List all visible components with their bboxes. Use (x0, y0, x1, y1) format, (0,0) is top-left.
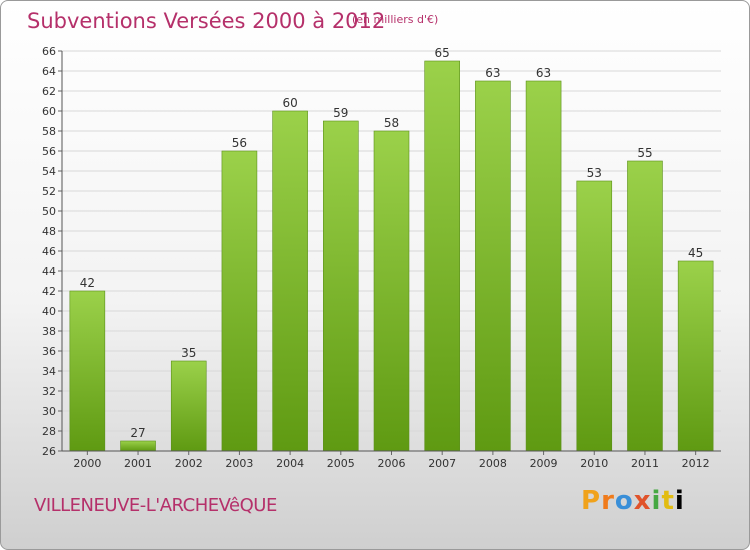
y-tick-label: 58 (42, 125, 56, 138)
x-tick-label: 2010 (580, 457, 608, 470)
y-tick-label: 46 (42, 245, 56, 258)
bar-2005 (323, 120, 359, 452)
x-tick-label: 2003 (225, 457, 253, 470)
x-tick-label: 2009 (530, 457, 558, 470)
y-tick-label: 32 (42, 385, 56, 398)
y-tick-label: 50 (42, 205, 56, 218)
bar-value-label: 59 (333, 106, 348, 120)
bar-value-label: 45 (688, 246, 703, 260)
x-tick-label: 2012 (682, 457, 710, 470)
x-tick-label: 2006 (378, 457, 406, 470)
bar-2004 (272, 110, 308, 452)
x-tick-label: 2000 (73, 457, 101, 470)
y-tick-label: 36 (42, 345, 56, 358)
bars: 42 27 35 56 60 59 58 65 63 63 53 55 45 (69, 46, 714, 452)
y-tick-label: 26 (42, 445, 56, 458)
bar-value-label: 35 (181, 346, 196, 360)
y-tick-label: 62 (42, 85, 56, 98)
bar-2002 (170, 360, 207, 452)
bar-value-label: 63 (536, 66, 551, 80)
bar-value-label: 60 (282, 96, 297, 110)
y-tick-label: 42 (42, 285, 56, 298)
y-tick-label: 60 (42, 105, 56, 118)
x-tick-label: 2005 (327, 457, 355, 470)
bar-2010 (576, 180, 613, 452)
location-name: VILLENEUVE-L'ARCHEVêQUE (34, 495, 277, 516)
bar-value-label: 56 (232, 136, 247, 150)
bar-2008 (475, 80, 511, 452)
bar-value-label: 27 (130, 426, 145, 440)
y-axis-ticks: 26 28 30 32 34 36 38 40 42 44 46 48 50 52 54 56 58 60 62 64… (42, 45, 62, 458)
bar-value-label: 42 (80, 276, 95, 290)
bar-value-label: 53 (587, 166, 602, 180)
y-tick-label: 56 (42, 145, 56, 158)
bar-2011 (627, 160, 663, 452)
y-tick-label: 40 (42, 305, 56, 318)
chart-title: Subventions Versées 2000 à 2012 (27, 9, 386, 33)
x-tick-label: 2002 (175, 457, 203, 470)
x-tick-label: 2007 (428, 457, 456, 470)
bar-2012 (677, 260, 714, 452)
bar-value-label: 58 (384, 116, 399, 130)
y-tick-label: 64 (42, 65, 56, 78)
x-tick-label: 2001 (124, 457, 152, 470)
bar-value-label: 65 (435, 46, 450, 60)
x-tick-label: 2004 (276, 457, 304, 470)
bar-2003 (221, 150, 258, 452)
y-tick-label: 34 (42, 365, 56, 378)
x-tick-label: 2008 (479, 457, 507, 470)
bar-2006 (373, 130, 410, 452)
chart-subtitle: (en milliers d'€) (352, 13, 439, 26)
bar-2001 (120, 440, 156, 452)
bar-2007 (424, 60, 460, 452)
y-tick-label: 48 (42, 225, 56, 238)
axes (61, 51, 721, 452)
y-tick-label: 54 (42, 165, 56, 178)
y-tick-label: 52 (42, 185, 56, 198)
bar-2009 (525, 80, 562, 452)
y-tick-label: 66 (42, 45, 56, 58)
y-tick-label: 30 (42, 405, 56, 418)
y-tick-label: 44 (42, 265, 56, 278)
x-axis-ticks: 2000 2001 2002 2003 2004 2005 2006 2007 2008 2009… (73, 451, 710, 470)
bar-2000 (69, 290, 106, 452)
bar-value-label: 55 (637, 146, 652, 160)
proxiti-logo: Proxiti (581, 486, 685, 516)
bar-value-label: 63 (485, 66, 500, 80)
y-tick-label: 38 (42, 325, 56, 338)
y-tick-label: 28 (42, 425, 56, 438)
x-tick-label: 2011 (631, 457, 659, 470)
